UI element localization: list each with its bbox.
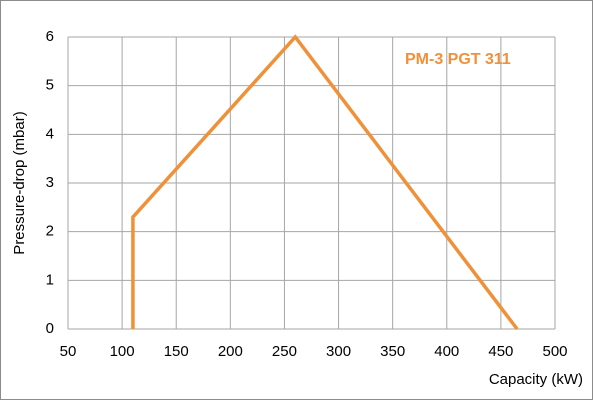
x-tick-label: 250	[272, 343, 297, 360]
x-axis-title: Capacity (kW)	[489, 371, 583, 388]
y-tick-label: 0	[46, 320, 54, 337]
x-tick-label: 200	[218, 343, 243, 360]
y-tick-label: 1	[46, 271, 54, 288]
x-tick-label: 150	[164, 343, 189, 360]
y-tick-label: 4	[46, 125, 54, 142]
x-tick-label: 350	[380, 343, 405, 360]
x-tick-label: 400	[434, 343, 459, 360]
y-tick-label: 3	[46, 174, 54, 191]
x-tick-label: 50	[60, 343, 77, 360]
x-tick-label: 300	[326, 343, 351, 360]
x-tick-label: 100	[110, 343, 135, 360]
y-tick-label: 2	[46, 223, 54, 240]
x-tick-label: 500	[542, 343, 567, 360]
y-tick-label: 5	[46, 77, 54, 94]
x-tick-label: 450	[488, 343, 513, 360]
y-axis-title: Pressure-drop (mbar)	[11, 111, 28, 254]
y-tick-label: 6	[46, 28, 54, 45]
line	[131, 34, 519, 331]
legend-label: PM-3 PGT 311	[405, 51, 511, 68]
